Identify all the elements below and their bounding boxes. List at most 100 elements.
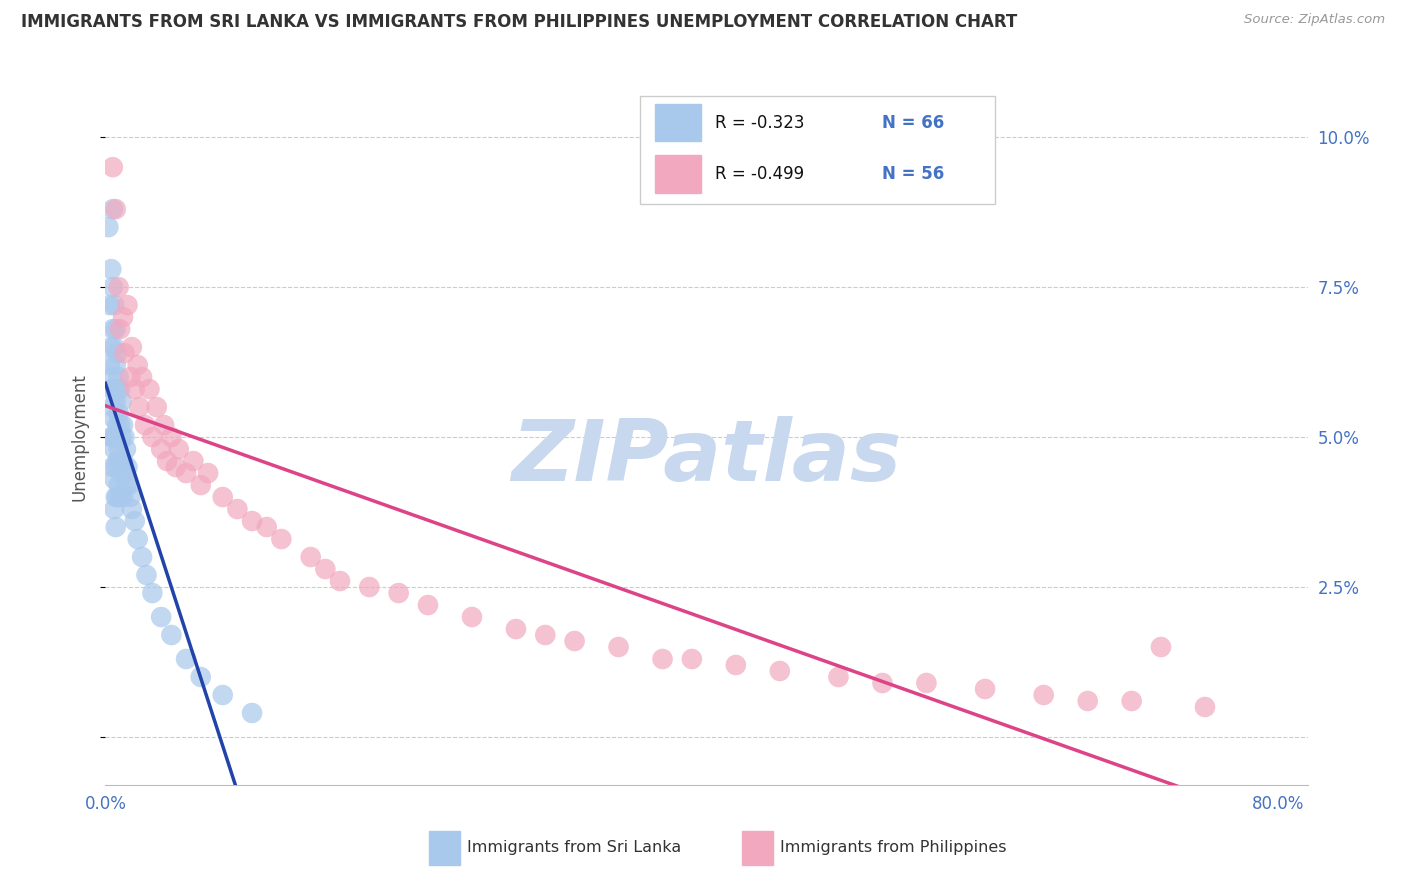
Point [165,460,187,475]
Point [101,370,124,384]
Point [138,382,160,396]
Point [115,442,138,456]
Point [1077,694,1099,708]
Point [104,490,127,504]
Point [108,490,131,504]
Point [872,676,894,690]
Point [103,502,125,516]
Point [827,670,849,684]
Point [107,370,129,384]
Point [115,478,138,492]
Bar [742,831,773,865]
Point [112,454,135,468]
Point [121,340,143,354]
Point [97,220,120,235]
Point [118,478,141,492]
Point [197,466,219,480]
Point [128,400,150,414]
Point [150,610,173,624]
Point [121,502,143,516]
Point [974,681,997,696]
Text: ZIPatlas: ZIPatlas [512,417,901,500]
Point [101,280,124,294]
Point [145,400,167,414]
Text: Immigrants from Philippines: Immigrants from Philippines [780,840,1007,855]
Point [112,418,135,433]
Point [314,562,336,576]
Point [105,418,128,433]
Point [505,622,527,636]
Point [105,490,128,504]
Point [107,478,129,492]
Point [160,430,183,444]
Point [299,549,322,564]
Point [160,628,183,642]
Point [101,430,124,444]
Point [153,418,176,433]
Point [103,298,125,312]
Point [101,160,124,174]
Point [108,454,131,468]
Point [769,664,792,678]
Point [915,676,938,690]
Point [112,490,135,504]
Point [359,580,381,594]
Point [256,520,278,534]
Bar [429,831,460,865]
Point [114,466,136,480]
Point [110,394,132,409]
Point [240,514,263,528]
Point [607,640,630,654]
Point [100,340,122,354]
Point [100,262,122,277]
Point [127,532,149,546]
Point [117,460,139,475]
Point [131,370,153,384]
Point [105,454,128,468]
Point [141,586,163,600]
Point [150,442,173,456]
Point [101,202,124,216]
Point [270,532,292,546]
Point [534,628,557,642]
Point [98,358,121,372]
Point [110,466,132,480]
Point [134,418,156,433]
Point [100,430,122,444]
Point [100,382,122,396]
Point [127,358,149,372]
Point [110,430,132,444]
Point [108,382,131,396]
Point [103,412,125,426]
Point [117,298,139,312]
Point [724,658,747,673]
Point [651,652,673,666]
Point [101,400,124,414]
Point [174,652,197,666]
Point [101,460,124,475]
Point [101,322,124,336]
Point [98,298,121,312]
Point [416,598,439,612]
Point [388,586,411,600]
Point [104,460,127,475]
Point [104,394,127,409]
Point [120,370,142,384]
Point [107,406,129,420]
Point [174,466,197,480]
Point [124,382,146,396]
Point [112,310,135,325]
Point [564,634,586,648]
Point [240,706,263,720]
Point [103,340,125,354]
Point [114,346,136,360]
Point [329,574,352,588]
Point [104,520,127,534]
Point [1150,640,1173,654]
Point [167,442,190,456]
Point [104,202,127,216]
Point [104,322,127,336]
Point [1121,694,1143,708]
Point [108,322,131,336]
Point [211,688,233,702]
